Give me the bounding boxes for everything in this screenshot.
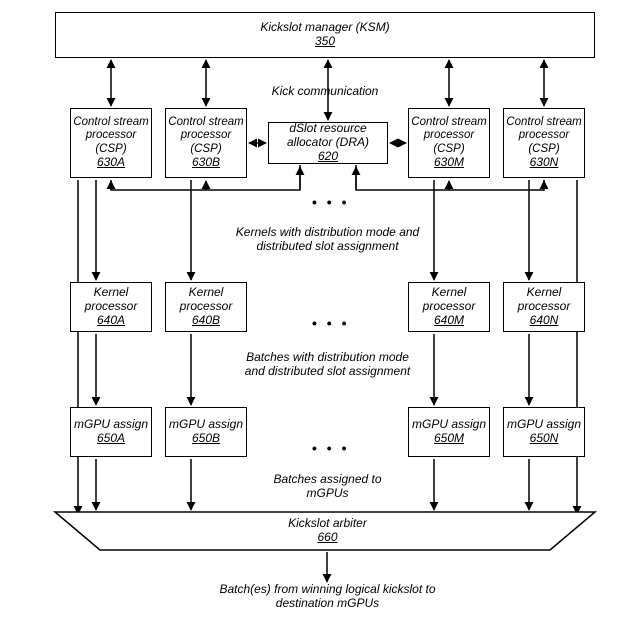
kernel-title: Kernel processor <box>504 286 584 314</box>
mgpu-m-box: mGPU assign 650M <box>408 407 490 457</box>
kernel-b-box: Kernel processor 640B <box>165 282 247 332</box>
csp-title: Control stream processor (CSP) <box>71 116 151 156</box>
mgpu-title: mGPU assign <box>74 418 148 432</box>
kernel-title: Kernel processor <box>71 286 151 314</box>
ksm-title: Kickslot manager (KSM) <box>260 21 389 35</box>
mgpu-b-box: mGPU assign 650B <box>165 407 247 457</box>
csp-title: Control stream processor (CSP) <box>166 116 246 156</box>
mgpu-b-ref: 650B <box>192 432 220 446</box>
mgpu-m-ref: 650M <box>434 432 464 446</box>
csp-a-box: Control stream processor (CSP) 630A <box>70 108 152 178</box>
arbiter-ref: 660 <box>317 530 337 544</box>
mgpu-n-ref: 650N <box>530 432 559 446</box>
csp-m-box: Control stream processor (CSP) 630M <box>408 108 490 178</box>
kernels-label: Kernels with distribution mode and distr… <box>235 225 420 254</box>
kernel-m-ref: 640M <box>434 314 464 328</box>
csp-b-ref: 630B <box>192 156 220 170</box>
ksm-ref: 350 <box>315 35 335 49</box>
ellipsis-csp: • • • <box>312 194 349 210</box>
ellipsis-kernel: • • • <box>312 315 349 331</box>
csp-b-box: Control stream processor (CSP) 630B <box>165 108 247 178</box>
batches-mgpus-label: Batches assigned to mGPUs <box>255 472 400 501</box>
kick-comm-label: Kick communication <box>230 84 420 98</box>
kernel-n-box: Kernel processor 640N <box>503 282 585 332</box>
dra-ref: 620 <box>318 150 338 164</box>
mgpu-title: mGPU assign <box>169 418 243 432</box>
kernel-a-box: Kernel processor 640A <box>70 282 152 332</box>
mgpu-n-box: mGPU assign 650N <box>503 407 585 457</box>
csp-a-ref: 630A <box>97 156 125 170</box>
mgpu-a-box: mGPU assign 650A <box>70 407 152 457</box>
csp-n-ref: 630N <box>530 156 559 170</box>
ellipsis-mgpu: • • • <box>312 440 349 456</box>
kernel-m-box: Kernel processor 640M <box>408 282 490 332</box>
arbiter-text: Kickslot arbiter 660 <box>230 516 425 545</box>
kernel-b-ref: 640B <box>192 314 220 328</box>
ksm-box: Kickslot manager (KSM) 350 <box>55 12 595 58</box>
final-label: Batch(es) from winning logical kickslot … <box>210 582 445 611</box>
mgpu-title: mGPU assign <box>412 418 486 432</box>
arbiter-title: Kickslot arbiter <box>288 516 367 530</box>
csp-title: Control stream processor (CSP) <box>409 116 489 156</box>
csp-title: Control stream processor (CSP) <box>504 116 584 156</box>
dra-box: dSlot resource allocator (DRA) 620 <box>268 122 388 164</box>
batches-label: Batches with distribution mode and distr… <box>235 350 420 379</box>
mgpu-a-ref: 650A <box>97 432 125 446</box>
csp-n-box: Control stream processor (CSP) 630N <box>503 108 585 178</box>
kernel-n-ref: 640N <box>530 314 559 328</box>
csp-m-ref: 630M <box>434 156 464 170</box>
kernel-a-ref: 640A <box>97 314 125 328</box>
dra-title: dSlot resource allocator (DRA) <box>269 122 387 150</box>
diagram-stage: Kickslot manager (KSM) 350 Kick communic… <box>30 12 610 602</box>
kernel-title: Kernel processor <box>409 286 489 314</box>
kernel-title: Kernel processor <box>166 286 246 314</box>
mgpu-title: mGPU assign <box>507 418 581 432</box>
